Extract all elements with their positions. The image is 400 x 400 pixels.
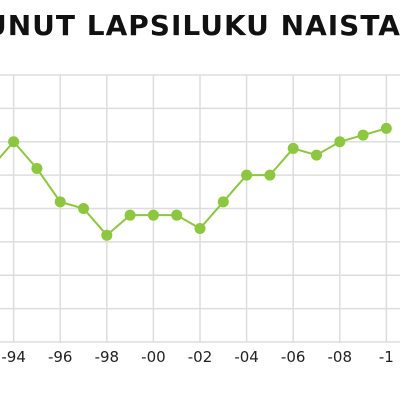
x-tick-label: -96	[48, 348, 73, 366]
data-point	[78, 203, 90, 214]
data-point	[31, 162, 43, 174]
chart-title-text: UNUT LAPSILUKU NAISTA K	[0, 9, 400, 42]
series-line	[0, 127, 387, 237]
data-point	[380, 122, 392, 134]
data-point	[147, 209, 159, 221]
data-point	[101, 229, 113, 241]
data-point	[334, 136, 346, 148]
x-tick-label: -02	[188, 348, 213, 366]
data-point	[217, 196, 229, 208]
data-point	[54, 196, 66, 208]
data-point	[8, 136, 20, 148]
grid	[0, 74, 400, 343]
series-path	[0, 127, 387, 237]
x-tick-label: -00	[141, 348, 166, 366]
x-tick-label: -94	[1, 348, 26, 366]
x-tick-label: -04	[234, 348, 259, 366]
data-point	[194, 223, 206, 235]
x-tick-label: -06	[281, 348, 306, 366]
data-points	[8, 122, 392, 241]
data-point	[310, 149, 322, 161]
x-tick-label: -1	[379, 348, 394, 366]
data-point	[241, 169, 253, 181]
x-axis-tick-labels: -94 -96 -98 -00 -02 -04 -06 -08 -1	[1, 348, 393, 366]
x-tick-label: -98	[95, 348, 120, 366]
x-tick-label: -08	[328, 348, 353, 366]
chart-title: UNUT LAPSILUKU NAISTA K	[0, 8, 400, 44]
data-point	[287, 142, 299, 154]
data-point	[171, 209, 183, 221]
data-point	[357, 129, 369, 141]
data-point	[124, 209, 136, 221]
data-point	[264, 169, 276, 181]
